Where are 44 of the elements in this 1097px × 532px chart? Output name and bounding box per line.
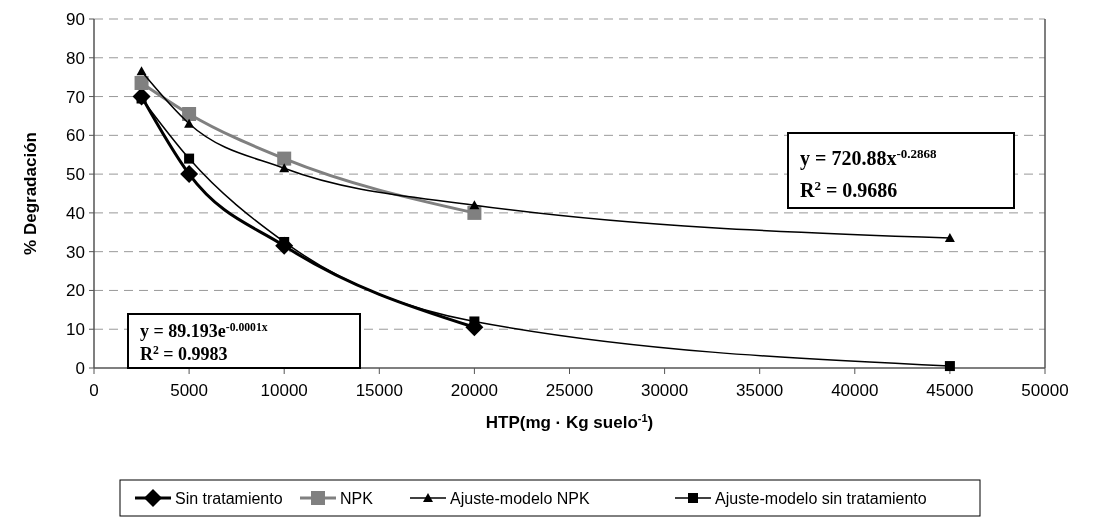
point (134, 75, 149, 90)
y-tick-label: 40 (66, 203, 85, 223)
x-tick-label: 40000 (831, 381, 879, 400)
x-tick-label: 10000 (260, 381, 308, 400)
x-axis-title: HTP(mg · Kg suelo$^{-1}$) (485, 412, 654, 432)
x-tick-label: 25000 (545, 381, 594, 400)
annotation: y = 720.88x$^{-0.2868}$ (800, 145, 937, 170)
x-tick-label: 15000 (355, 381, 403, 400)
y-tick-label: 80 (66, 48, 85, 68)
annotation: R$^{2}$ = 0.9983 (140, 343, 228, 364)
y-tick-label: 50 (66, 165, 85, 185)
y-tick-label: 70 (66, 87, 85, 107)
y-tick-label: 10 (66, 320, 85, 340)
y-tick-label: 90 (66, 9, 85, 29)
point (136, 66, 147, 76)
point (180, 165, 199, 184)
legend-label: Ajuste-modelo NPK (450, 489, 590, 507)
y-tick-label: 60 (66, 126, 85, 146)
point (279, 163, 290, 173)
y-axis-title: % Degradación (21, 132, 40, 255)
y-tick-label: 0 (75, 358, 85, 378)
y-tick-label: 30 (66, 242, 85, 262)
point (277, 151, 292, 166)
point (184, 153, 195, 164)
point (182, 107, 197, 122)
point (184, 118, 195, 128)
point (469, 200, 480, 210)
x-tick-label: 0 (89, 381, 99, 400)
legend-label: Ajuste-modelo sin tratamiento (715, 489, 927, 507)
x-tick-label: 20000 (450, 381, 499, 400)
x-tick-label: 45000 (926, 381, 974, 400)
annotation: y = 89.193e$^{-0.0001x}$ (140, 320, 268, 341)
legend-label: Sin tratamiento (175, 489, 283, 507)
equation-box: y = 89.193e$^{-0.0001x}$ R$^{2}$ = 0.9983 (127, 313, 361, 369)
x-tick-label: 30000 (640, 381, 689, 400)
point (944, 233, 955, 243)
x-tick-label: 35000 (736, 381, 784, 400)
point (944, 361, 955, 372)
y-tick-label: 20 (66, 281, 85, 301)
legend-label: NPK (340, 489, 374, 507)
x-tick-label: 5000 (170, 381, 209, 400)
annotation: R$^{2}$ = 0.9686 (800, 177, 898, 201)
x-tick-label: 50000 (1021, 381, 1069, 400)
equation-box: y = 720.88x$^{-0.2868}$ R$^{2}$ = 0.9686 (787, 132, 1015, 209)
